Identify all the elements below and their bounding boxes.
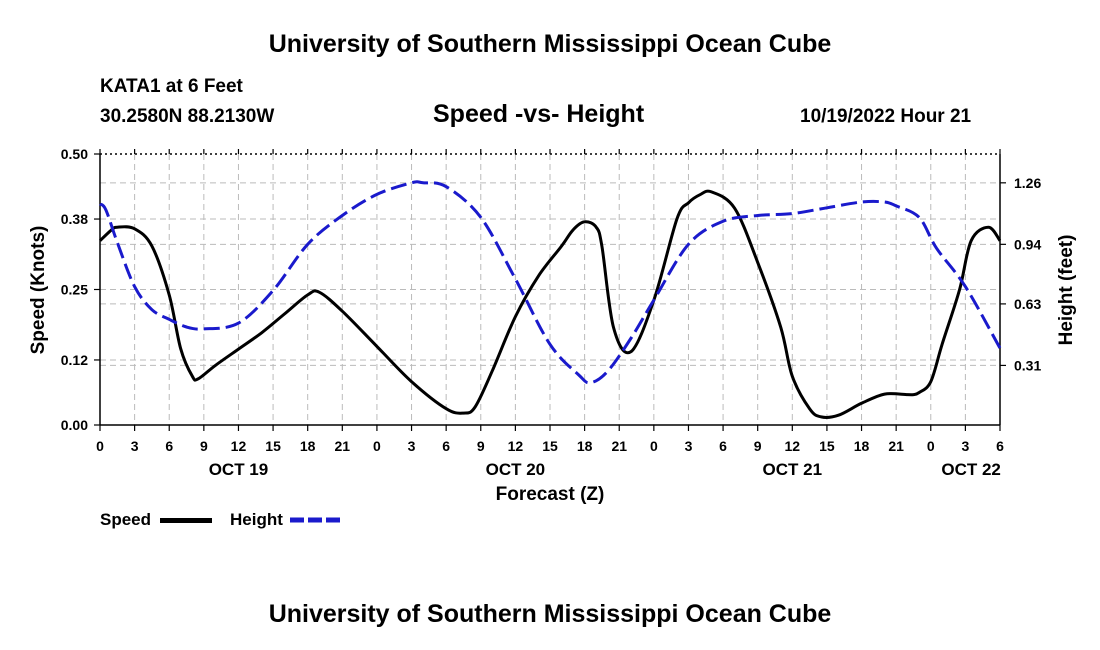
series [98, 180, 1002, 419]
y-left-tick-label: 0.50 [61, 146, 88, 162]
x-tick-label: 12 [508, 438, 524, 454]
speed-height-chart: 0 3 6 9 12 15 18 21 0 3 6 9 12 15 18 21 0 3 6 9 12 15 18 21 0 3 6 O… [28, 146, 1077, 505]
forecast-datetime: 10/19/2022 Hour 21 [800, 106, 972, 127]
x-tick-label: 6 [996, 438, 1004, 454]
x-tick-label: 3 [685, 438, 693, 454]
x-tick-label: 9 [754, 438, 762, 454]
axes: 0 3 6 9 12 15 18 21 0 3 6 9 12 15 18 21 0 3 6 9 12 15 18 21 0 3 6 O… [61, 146, 1042, 479]
x-tick-label: 6 [165, 438, 173, 454]
x-tick-label: 12 [231, 438, 247, 454]
series-line-height [98, 180, 1002, 385]
legend-height-label: Height [230, 510, 283, 529]
station-label: KATA1 at 6 Feet [100, 76, 243, 97]
x-tick-label: 0 [927, 438, 935, 454]
x-tick-label: 3 [408, 438, 416, 454]
x-tick-label: 3 [961, 438, 969, 454]
station-coordinates: 30.2580N 88.2130W [100, 106, 275, 127]
chart-title: Speed -vs- Height [433, 100, 645, 128]
y-axis-right-label: Height (feet) [1056, 235, 1077, 346]
footer-title: University of Southern Mississippi Ocean… [268, 600, 832, 628]
x-tick-label: 18 [577, 438, 593, 454]
y-right-tick-label: 0.94 [1014, 236, 1041, 252]
x-tick-label: 15 [265, 438, 281, 454]
x-tick-label: 0 [96, 438, 104, 454]
x-tick-label: 6 [719, 438, 727, 454]
series-line-speed [98, 189, 1002, 419]
x-axis-label: Forecast (Z) [496, 484, 605, 505]
x-tick-label: 9 [477, 438, 485, 454]
y-left-tick-label: 0.25 [61, 282, 88, 298]
x-tick-label: 3 [131, 438, 139, 454]
x-tick-label: 21 [611, 438, 627, 454]
page-title: University of Southern Mississippi Ocean… [268, 30, 832, 58]
date-label: OCT 19 [209, 460, 269, 479]
x-tick-label: 15 [819, 438, 835, 454]
x-tick-label: 18 [300, 438, 316, 454]
x-tick-label: 9 [200, 438, 208, 454]
legend-height-swatch [290, 517, 344, 523]
x-tick-label: 0 [373, 438, 381, 454]
legend-speed-label: Speed [100, 510, 152, 529]
y-right-tick-label: 0.63 [1014, 296, 1041, 312]
x-tick-label: 18 [854, 438, 870, 454]
x-tick-label: 6 [442, 438, 450, 454]
legend-speed-swatch [160, 518, 212, 523]
x-tick-label: 0 [650, 438, 658, 454]
grid [100, 154, 1000, 425]
y-right-tick-label: 0.31 [1014, 357, 1041, 373]
y-left-tick-label: 0.12 [61, 352, 88, 368]
y-left-tick-label: 0.38 [61, 211, 88, 227]
y-left-tick-label: 0.00 [61, 417, 88, 433]
x-tick-label: 21 [335, 438, 351, 454]
y-axis-left-label: Speed (Knots) [28, 226, 49, 355]
date-label: OCT 20 [486, 460, 546, 479]
date-label: OCT 22 [941, 460, 1001, 479]
x-tick-label: 21 [888, 438, 904, 454]
x-tick-label: 15 [542, 438, 558, 454]
y-right-tick-label: 1.26 [1014, 175, 1041, 191]
x-tick-label: 12 [785, 438, 801, 454]
date-label: OCT 21 [763, 460, 823, 479]
